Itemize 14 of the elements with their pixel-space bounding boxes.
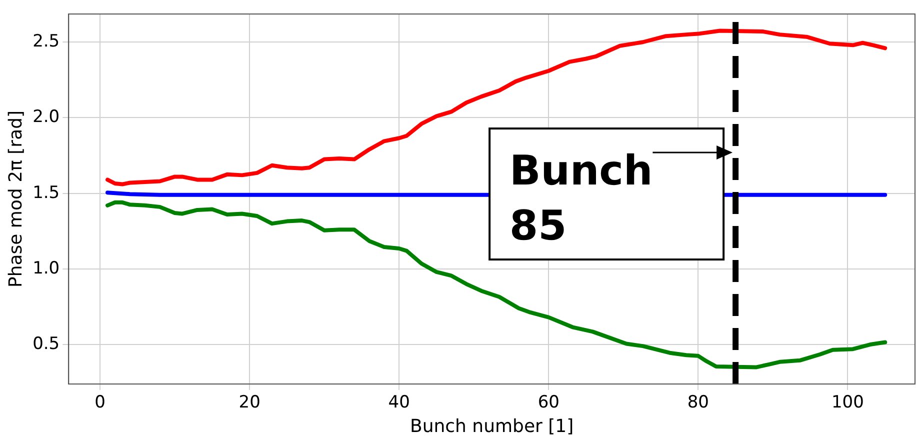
x-tick-label: 40	[388, 392, 410, 413]
y-tick-label: 2.5	[32, 32, 60, 52]
x-tick-label: 0	[94, 392, 106, 413]
y-tick-label: 1.0	[32, 258, 60, 278]
annotation: Bunch 85	[510, 146, 653, 250]
y-axis-title: Phase mod 2π [rad]	[5, 110, 26, 288]
y-tick-label: 0.5	[32, 334, 60, 354]
x-axis-title: Bunch number [1]	[410, 416, 574, 437]
y-tick-label: 2.0	[32, 107, 60, 128]
x-tick-label: 60	[538, 392, 560, 413]
x-tick-label: 100	[831, 392, 864, 413]
y-tick-label: 1.5	[32, 182, 60, 203]
x-tick-label: 20	[238, 392, 260, 413]
x-tick-label: 80	[687, 392, 709, 413]
